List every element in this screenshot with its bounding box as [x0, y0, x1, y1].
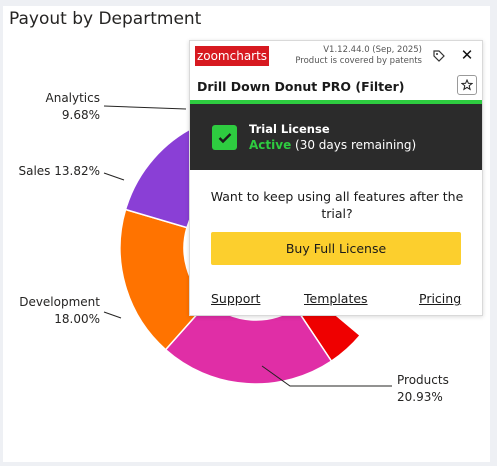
star-icon	[461, 79, 473, 91]
status-bar	[190, 100, 482, 104]
days-remaining: (30 days remaining)	[291, 138, 417, 152]
patent-text: Product is covered by patents	[295, 56, 422, 66]
zoomcharts-logo: zoomcharts	[195, 46, 269, 66]
slice-label-development: Development	[19, 295, 100, 309]
tag-icon[interactable]	[433, 50, 445, 62]
slice-label-analytics: Analytics	[46, 91, 101, 105]
version-text: V1.12.44.0 (Sep, 2025)	[323, 45, 422, 55]
leader-line-products	[261, 365, 392, 387]
license-title: Trial License	[249, 122, 330, 136]
buy-license-button[interactable]: Buy Full License	[211, 232, 461, 265]
license-status: Active (30 days remaining)	[249, 138, 416, 152]
leader-line-development	[103, 311, 122, 319]
slice-label-products: Products	[397, 373, 449, 387]
version-info: V1.12.44.0 (Sep, 2025) Product is covere…	[295, 45, 422, 67]
check-icon	[212, 125, 237, 150]
templates-link[interactable]: Templates	[304, 291, 368, 306]
upgrade-question: Want to keep using all features after th…	[210, 189, 464, 221]
pricing-link[interactable]: Pricing	[419, 291, 462, 306]
active-badge: Active	[249, 138, 292, 152]
popup-title: Drill Down Donut PRO (Filter)	[197, 79, 405, 94]
support-link[interactable]: Support	[211, 291, 261, 306]
slice-label-analytics: 9.68%	[62, 108, 100, 122]
leader-line-analytics	[103, 105, 187, 110]
slice-products[interactable]	[164, 300, 333, 385]
slice-label-products: 20.93%	[397, 390, 443, 404]
leader-line-sales	[103, 172, 125, 181]
close-button[interactable]: ✕	[460, 46, 474, 64]
chart-title: Payout by Department	[9, 9, 202, 29]
license-panel: Trial License Active (30 days remaining)	[190, 104, 482, 170]
slice-label-development: 18.00%	[54, 312, 100, 326]
license-popup: zoomcharts V1.12.44.0 (Sep, 2025) Produc…	[189, 40, 483, 316]
slice-label-sales: Sales 13.82%	[18, 164, 100, 178]
favorite-button[interactable]	[457, 75, 477, 95]
